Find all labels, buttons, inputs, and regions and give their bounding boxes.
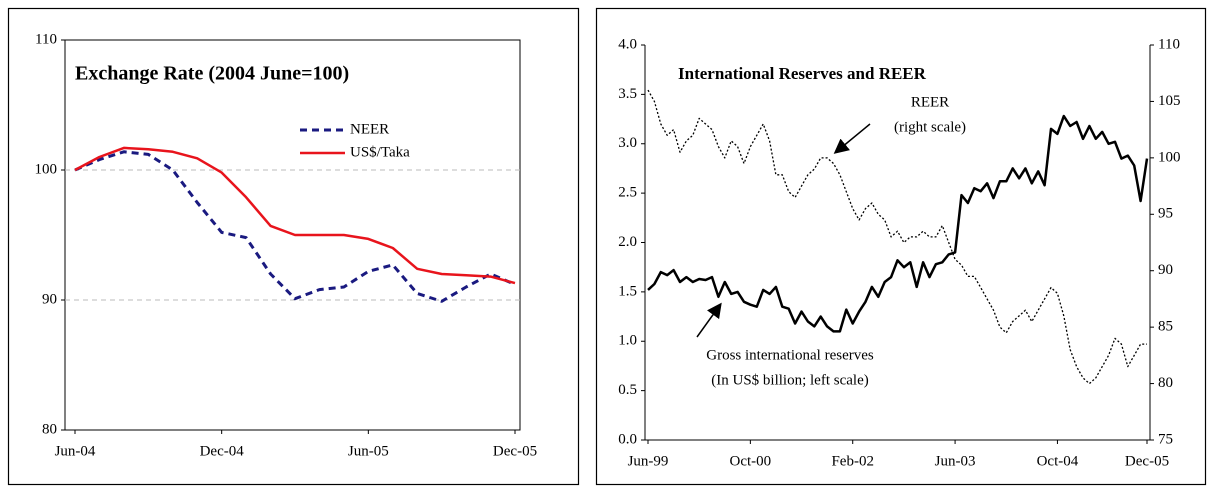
legend-label: NEER: [350, 121, 389, 137]
y2-tick-label: 85: [1158, 319, 1173, 335]
chart-frame: [7, 7, 580, 486]
x-tick-label: Dec-05: [1125, 453, 1169, 469]
chart-frame: [595, 7, 1207, 486]
annotation-arrow: [833, 123, 871, 154]
y-tick-label: 0.0: [618, 431, 637, 447]
annotation: (In US$ billion; left scale): [711, 372, 868, 388]
legend-label: US$/Taka: [350, 144, 410, 160]
series-line: [74, 146, 516, 285]
y2-tick-label: 110: [1158, 36, 1180, 52]
annotation: (right scale): [894, 119, 966, 135]
y-tick-label: 3.5: [618, 86, 637, 102]
series-line: [647, 114, 1149, 333]
annotation-arrow: [696, 302, 722, 338]
y-tick-label: 0.5: [618, 382, 637, 398]
y2-tick-label: 80: [1158, 375, 1173, 391]
chart-title: Exchange Rate (2004 June=100): [75, 63, 349, 85]
x-tick-label: Feb-02: [831, 453, 874, 469]
y-tick-label: 80: [42, 421, 57, 437]
y-tick-label: 2.0: [618, 234, 637, 250]
series-line: [647, 89, 1147, 385]
y-tick-label: 1.0: [618, 333, 637, 349]
y2-tick-label: 95: [1158, 206, 1173, 222]
annotation: Gross international reserves: [706, 347, 874, 363]
y-tick-label: 100: [35, 161, 58, 177]
y-tick-label: 4.0: [618, 36, 637, 52]
y2-tick-label: 105: [1158, 93, 1181, 109]
y-tick-label: 2.5: [618, 185, 637, 201]
chart-title: International Reserves and REER: [678, 64, 927, 83]
series-line: [74, 150, 516, 303]
y-tick-label: 90: [42, 291, 57, 307]
x-tick-label: Oct-00: [730, 453, 772, 469]
y2-tick-label: 90: [1158, 262, 1173, 278]
x-tick-label: Dec-04: [200, 443, 245, 459]
annotation: REER: [911, 94, 949, 110]
y-tick-label: 110: [35, 31, 57, 47]
x-tick-label: Jun-04: [55, 443, 96, 459]
x-tick-label: Jun-99: [628, 453, 669, 469]
x-tick-label: Jun-05: [348, 443, 389, 459]
y-tick-label: 1.5: [618, 283, 637, 299]
y2-tick-label: 75: [1158, 431, 1173, 447]
y-tick-label: 3.0: [618, 135, 637, 151]
x-tick-label: Dec-05: [493, 443, 537, 459]
y2-tick-label: 100: [1158, 149, 1181, 165]
plot-area: [64, 39, 521, 431]
x-tick-label: Jun-03: [935, 453, 976, 469]
x-tick-label: Oct-04: [1037, 453, 1079, 469]
